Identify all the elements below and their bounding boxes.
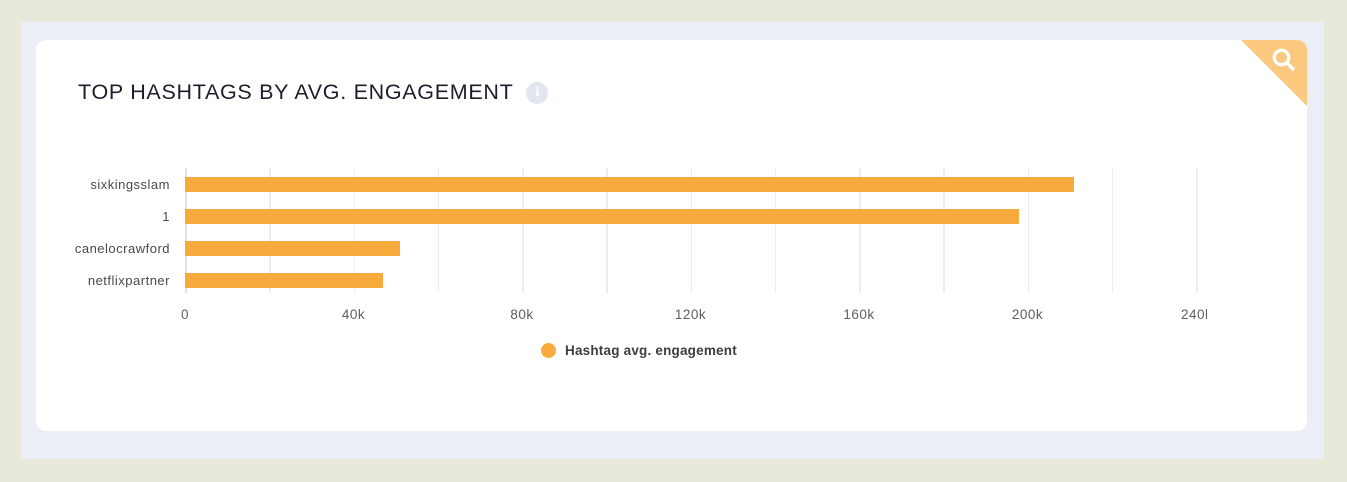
x-gridline bbox=[859, 168, 861, 293]
bar-chart: sixkingsslam 1 canelocrawford netflixpartne… bbox=[36, 40, 1307, 431]
info-icon[interactable]: i bbox=[526, 81, 549, 104]
category-label: netflixpartner bbox=[87, 272, 170, 288]
x-tick-label: 200k bbox=[1011, 307, 1044, 322]
x-tick-label: 80k bbox=[510, 307, 534, 322]
x-gridline bbox=[1027, 168, 1029, 293]
card-header: TOP HASHTAGS BY AVG. ENGAGEMENT i bbox=[78, 80, 549, 105]
legend-dot-icon bbox=[541, 343, 556, 358]
x-gridline bbox=[606, 168, 608, 293]
x-gridline bbox=[522, 168, 524, 293]
x-gridline bbox=[690, 168, 692, 293]
category-label: canelocrawford bbox=[74, 240, 170, 256]
x-gridline bbox=[269, 168, 271, 293]
x-tick-label: 0 bbox=[180, 307, 190, 322]
x-tick-label: 120k bbox=[674, 307, 707, 322]
chart-card: TOP HASHTAGS BY AVG. ENGAGEMENT i sixkin… bbox=[36, 40, 1307, 431]
x-tick-label: 40k bbox=[341, 307, 366, 322]
bar-sixkingsslam[interactable] bbox=[185, 177, 1074, 192]
x-gridline bbox=[353, 168, 355, 293]
x-gridline bbox=[1196, 168, 1198, 293]
chart-legend[interactable]: Hashtag avg. engagement bbox=[541, 343, 737, 358]
bar-canelocrawford[interactable] bbox=[185, 241, 400, 256]
chart-title: TOP HASHTAGS BY AVG. ENGAGEMENT bbox=[78, 80, 514, 104]
bar-netflixpartner[interactable] bbox=[185, 273, 383, 288]
widget-panel: TOP HASHTAGS BY AVG. ENGAGEMENT i sixkin… bbox=[21, 22, 1324, 459]
x-gridline bbox=[1111, 168, 1114, 293]
x-tick-label: 240k bbox=[1181, 307, 1207, 322]
x-gridline bbox=[943, 168, 945, 293]
bar-1[interactable] bbox=[185, 209, 1020, 224]
y-axis-line bbox=[185, 168, 187, 293]
x-tick-label: 160k bbox=[843, 307, 875, 322]
info-icon-glyph: i bbox=[535, 84, 540, 100]
category-label: sixkingsslam bbox=[90, 176, 170, 192]
x-gridline bbox=[774, 168, 777, 293]
magnifier-icon bbox=[1272, 48, 1295, 71]
x-gridline bbox=[437, 168, 440, 293]
legend-label: Hashtag avg. engagement bbox=[565, 343, 737, 358]
category-label: 1 bbox=[162, 208, 170, 224]
